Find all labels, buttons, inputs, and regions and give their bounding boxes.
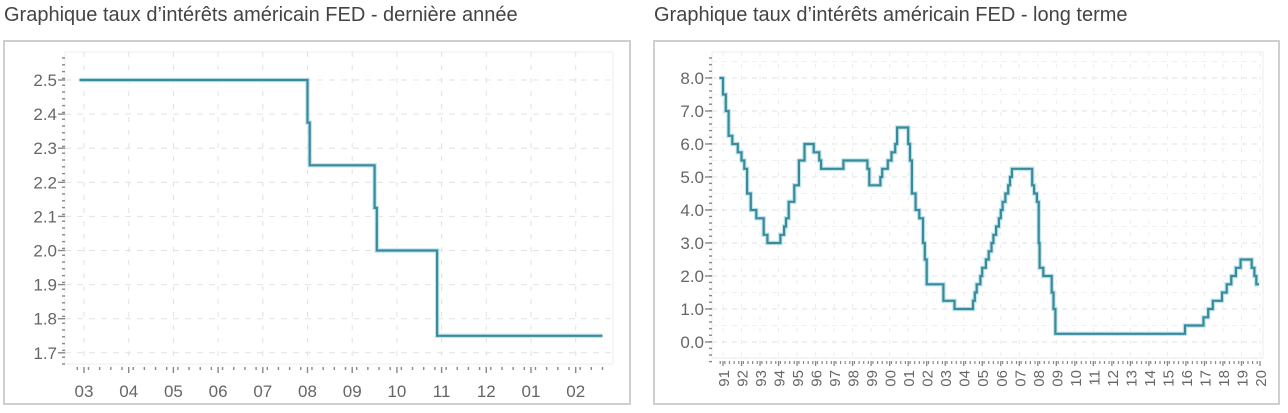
x-tick-label: 10 [1068, 370, 1085, 387]
x-tick-label: 07 [253, 382, 272, 401]
y-tick-label: 2.0 [680, 267, 704, 286]
chart-panel-last-year: 2.5 2.4 2.3 2.2 2.1 2.0 1.9 1.8 1.7 03 04 05 06 07 08 0… [3, 40, 631, 405]
x-tick-label: 10 [387, 382, 406, 401]
x-tick-label: 01 [901, 370, 918, 387]
y-tick-label: 8.0 [680, 69, 704, 88]
y-tick-label: 5.0 [680, 168, 704, 187]
y-tick-label: 1.8 [33, 310, 57, 329]
x-tick-label: 19 [1234, 370, 1251, 387]
y-tick-label: 4.0 [680, 201, 704, 220]
x-tick-label: 12 [477, 382, 496, 401]
x-tick-label: 15 [1160, 370, 1177, 387]
x-tick-label: 06 [994, 370, 1011, 387]
y-tick-label: 2.2 [33, 173, 57, 192]
grid [64, 51, 614, 365]
x-tick-label: 05 [975, 370, 992, 387]
x-tick-label: 09 [343, 382, 362, 401]
x-tick-label: 97 [827, 370, 844, 387]
y-tick-label: 2.1 [33, 207, 57, 226]
chart-panel-long-term: 8.0 7.0 6.0 5.0 4.0 3.0 2.0 1.0 0.0 91 92 93 94 95 96 9… [653, 40, 1280, 405]
x-tick-label: 04 [957, 370, 974, 387]
x-tick-label: 11 [433, 382, 451, 401]
x-axis: 91 92 93 94 95 96 97 98 99 00 01 02 03 04 05 06 07 08 09 10… [716, 361, 1270, 387]
y-tick-label: 1.7 [33, 344, 57, 363]
y-tick-label: 7.0 [680, 102, 704, 121]
panel-title-long-term: Graphique taux d’intérêts américain FED … [654, 4, 1128, 26]
x-tick-label: 94 [772, 370, 789, 387]
y-tick-label: 2.3 [33, 139, 57, 158]
y-tick-label: 6.0 [680, 135, 704, 154]
x-tick-label: 16 [1179, 370, 1196, 387]
x-tick-label: 14 [1142, 370, 1159, 387]
x-tick-label: 95 [790, 370, 807, 387]
x-axis: 03 04 05 06 07 08 09 10 11 12 01 02 [75, 367, 604, 401]
chart-long-term: 8.07.06.05.04.03.02.01.00.091 92 93 94 95 96 9… [680, 51, 1270, 387]
x-tick-label: 02 [566, 382, 585, 401]
series-line [719, 76, 1260, 335]
y-axis: 2.5 2.4 2.3 2.2 2.1 2.0 1.9 1.8 1.7 [33, 57, 65, 365]
chart-last-year: 2.52.42.32.22.12.01.91.81.703 04 05 06 07 08 0… [33, 51, 614, 401]
y-tick-label: 3.0 [680, 234, 704, 253]
x-tick-label: 13 [1123, 370, 1140, 387]
y-tick-label: 2.4 [33, 105, 57, 124]
x-tick-label: 92 [735, 370, 752, 387]
x-tick-label: 03 [938, 370, 955, 387]
x-tick-label: 01 [522, 382, 541, 401]
x-tick-label: 00 [883, 370, 900, 387]
x-tick-label: 91 [716, 370, 733, 387]
x-tick-label: 99 [864, 370, 881, 387]
x-tick-label: 04 [119, 382, 138, 401]
y-axis: 8.0 7.0 6.0 5.0 4.0 3.0 2.0 1.0 0.0 [680, 57, 712, 363]
x-tick-label: 05 [164, 382, 183, 401]
x-tick-label: 06 [209, 382, 228, 401]
x-tick-label: 08 [298, 382, 317, 401]
x-tick-label: 11 [1086, 370, 1103, 386]
x-tick-label: 96 [809, 370, 826, 387]
x-tick-label: 08 [1031, 370, 1048, 387]
x-tick-label: 20 [1253, 370, 1270, 387]
x-tick-label: 09 [1049, 370, 1066, 387]
x-tick-label: 17 [1197, 370, 1214, 387]
x-tick-label: 07 [1012, 370, 1029, 387]
y-tick-label: 1.9 [33, 276, 57, 295]
y-tick-label: 1.0 [680, 300, 704, 319]
x-tick-label: 93 [753, 370, 770, 387]
x-tick-label: 18 [1216, 370, 1233, 387]
y-tick-label: 2.0 [33, 242, 57, 261]
grid [711, 51, 1264, 359]
x-tick-label: 98 [846, 370, 863, 387]
x-tick-label: 02 [920, 370, 937, 387]
panel-title-last-year: Graphique taux d’intérêts américain FED … [4, 4, 518, 26]
y-tick-label: 2.5 [33, 71, 57, 90]
x-tick-label: 12 [1105, 370, 1122, 387]
y-tick-label: 0.0 [680, 333, 704, 352]
x-tick-label: 03 [75, 382, 94, 401]
series-line [79, 78, 603, 337]
